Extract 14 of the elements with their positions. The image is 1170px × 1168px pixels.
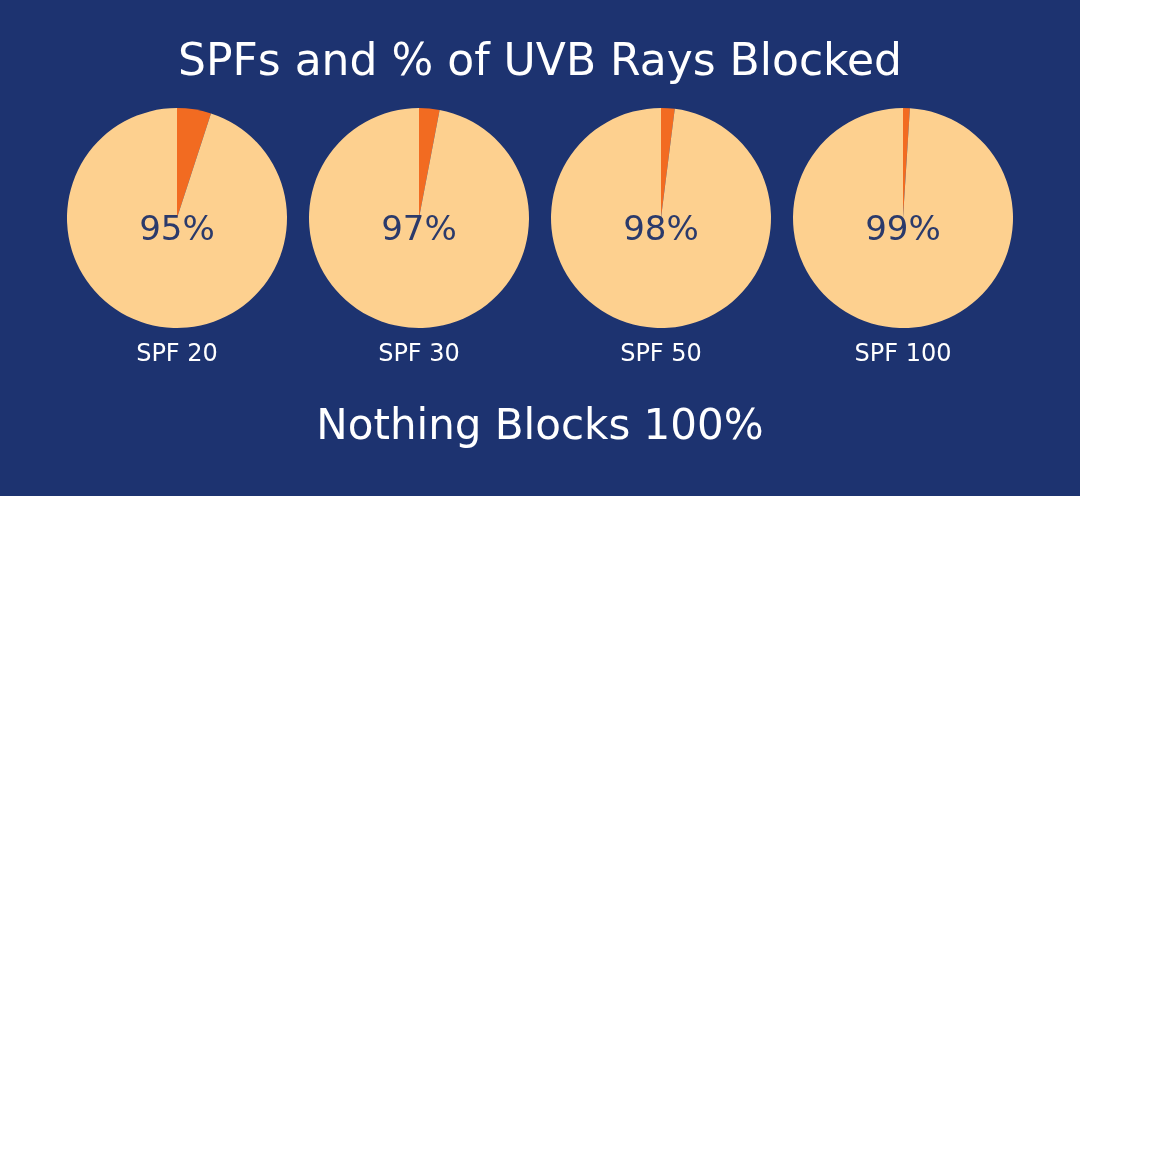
text: Nothing Blocks 100% — [316, 400, 764, 449]
text: SPFs and % of UVB Rays Blocked — [177, 34, 903, 85]
data-label: 97% — [381, 208, 457, 248]
text: SPF 50 — [620, 339, 702, 367]
text: SPF 30 — [378, 339, 460, 367]
pie-slice — [67, 108, 287, 328]
data-label: 95% — [139, 208, 215, 248]
pie-slice — [551, 108, 771, 328]
pie-slice — [309, 108, 529, 328]
text: SPF 20 — [136, 339, 218, 367]
text: SPF 100 — [854, 339, 952, 367]
data-label: 99% — [865, 208, 941, 248]
pie-slice — [793, 108, 1013, 328]
data-label: 98% — [623, 208, 699, 248]
